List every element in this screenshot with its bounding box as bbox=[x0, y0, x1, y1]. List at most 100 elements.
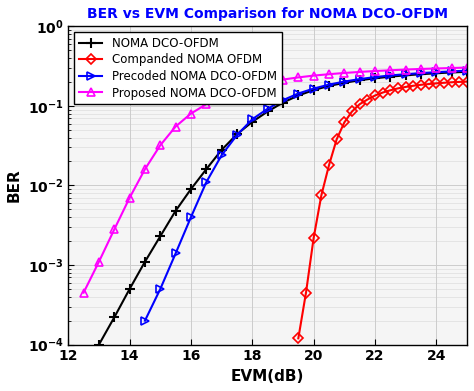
NOMA DCO-OFDM bbox=[388, 74, 393, 79]
Precoded NOMA DCO-OFDM bbox=[188, 215, 194, 219]
NOMA DCO-OFDM bbox=[234, 132, 240, 136]
Companded NOMA OFDM bbox=[372, 93, 378, 98]
Proposed NOMA DCO-OFDM bbox=[280, 77, 286, 82]
Companded NOMA OFDM bbox=[334, 137, 339, 142]
Proposed NOMA DCO-OFDM bbox=[341, 71, 347, 75]
Precoded NOMA DCO-OFDM bbox=[326, 82, 332, 87]
Y-axis label: BER: BER bbox=[7, 169, 22, 202]
NOMA DCO-OFDM bbox=[127, 287, 132, 291]
NOMA DCO-OFDM bbox=[449, 70, 455, 75]
Companded NOMA OFDM bbox=[341, 120, 347, 125]
Companded NOMA OFDM bbox=[357, 102, 363, 106]
Proposed NOMA DCO-OFDM bbox=[403, 67, 409, 72]
Precoded NOMA DCO-OFDM bbox=[157, 287, 163, 291]
Precoded NOMA DCO-OFDM bbox=[434, 70, 439, 75]
Precoded NOMA DCO-OFDM bbox=[418, 71, 424, 75]
Proposed NOMA DCO-OFDM bbox=[434, 66, 439, 71]
Precoded NOMA DCO-OFDM bbox=[142, 318, 148, 323]
Precoded NOMA DCO-OFDM bbox=[249, 117, 255, 122]
Precoded NOMA DCO-OFDM bbox=[295, 91, 301, 96]
NOMA DCO-OFDM bbox=[280, 100, 286, 105]
Companded NOMA OFDM bbox=[464, 79, 470, 84]
Proposed NOMA DCO-OFDM bbox=[127, 196, 132, 200]
Proposed NOMA DCO-OFDM bbox=[464, 65, 470, 70]
NOMA DCO-OFDM bbox=[265, 109, 271, 114]
NOMA DCO-OFDM bbox=[96, 342, 102, 347]
NOMA DCO-OFDM bbox=[249, 120, 255, 124]
Proposed NOMA DCO-OFDM bbox=[418, 66, 424, 71]
X-axis label: EVM(dB): EVM(dB) bbox=[231, 369, 304, 384]
NOMA DCO-OFDM bbox=[219, 147, 225, 152]
Companded NOMA OFDM bbox=[434, 81, 439, 86]
Companded NOMA OFDM bbox=[303, 290, 309, 295]
Proposed NOMA DCO-OFDM bbox=[357, 70, 363, 74]
Proposed NOMA DCO-OFDM bbox=[326, 72, 332, 77]
Precoded NOMA DCO-OFDM bbox=[357, 77, 363, 81]
Precoded NOMA DCO-OFDM bbox=[173, 251, 178, 256]
Companded NOMA OFDM bbox=[311, 235, 317, 240]
Proposed NOMA DCO-OFDM bbox=[142, 167, 148, 172]
NOMA DCO-OFDM bbox=[341, 81, 347, 85]
Companded NOMA OFDM bbox=[380, 90, 385, 95]
Companded NOMA OFDM bbox=[410, 83, 416, 88]
NOMA DCO-OFDM bbox=[203, 167, 209, 172]
Proposed NOMA DCO-OFDM bbox=[372, 69, 378, 74]
Proposed NOMA DCO-OFDM bbox=[249, 84, 255, 88]
Companded NOMA OFDM bbox=[456, 79, 462, 84]
Proposed NOMA DCO-OFDM bbox=[173, 124, 178, 129]
Companded NOMA OFDM bbox=[295, 336, 301, 341]
Companded NOMA OFDM bbox=[388, 88, 393, 93]
Precoded NOMA DCO-OFDM bbox=[341, 79, 347, 84]
Companded NOMA OFDM bbox=[418, 83, 424, 87]
Precoded NOMA DCO-OFDM bbox=[234, 133, 240, 137]
NOMA DCO-OFDM bbox=[464, 70, 470, 74]
Companded NOMA OFDM bbox=[349, 109, 355, 114]
Companded NOMA OFDM bbox=[319, 193, 324, 198]
NOMA DCO-OFDM bbox=[434, 71, 439, 75]
Proposed NOMA DCO-OFDM bbox=[157, 143, 163, 147]
Proposed NOMA DCO-OFDM bbox=[203, 102, 209, 106]
Line: Proposed NOMA DCO-OFDM: Proposed NOMA DCO-OFDM bbox=[80, 63, 471, 297]
Precoded NOMA DCO-OFDM bbox=[403, 72, 409, 77]
Proposed NOMA DCO-OFDM bbox=[111, 227, 117, 232]
Proposed NOMA DCO-OFDM bbox=[234, 88, 240, 93]
Precoded NOMA DCO-OFDM bbox=[464, 68, 470, 73]
Companded NOMA OFDM bbox=[441, 81, 447, 85]
Precoded NOMA DCO-OFDM bbox=[265, 106, 271, 111]
NOMA DCO-OFDM bbox=[157, 234, 163, 239]
NOMA DCO-OFDM bbox=[357, 78, 363, 83]
NOMA DCO-OFDM bbox=[403, 73, 409, 78]
NOMA DCO-OFDM bbox=[295, 93, 301, 98]
Proposed NOMA DCO-OFDM bbox=[188, 111, 194, 116]
Companded NOMA OFDM bbox=[449, 80, 455, 84]
Precoded NOMA DCO-OFDM bbox=[311, 86, 317, 91]
Companded NOMA OFDM bbox=[426, 82, 431, 86]
Companded NOMA OFDM bbox=[326, 163, 332, 167]
Proposed NOMA DCO-OFDM bbox=[295, 75, 301, 80]
Companded NOMA OFDM bbox=[365, 97, 370, 102]
NOMA DCO-OFDM bbox=[173, 208, 178, 213]
Line: Companded NOMA OFDM: Companded NOMA OFDM bbox=[295, 78, 471, 342]
Proposed NOMA DCO-OFDM bbox=[388, 68, 393, 73]
Proposed NOMA DCO-OFDM bbox=[311, 73, 317, 78]
Companded NOMA OFDM bbox=[403, 84, 409, 89]
Precoded NOMA DCO-OFDM bbox=[372, 75, 378, 79]
NOMA DCO-OFDM bbox=[188, 187, 194, 192]
NOMA DCO-OFDM bbox=[311, 88, 317, 92]
Proposed NOMA DCO-OFDM bbox=[219, 95, 225, 99]
Proposed NOMA DCO-OFDM bbox=[265, 80, 271, 85]
Proposed NOMA DCO-OFDM bbox=[96, 259, 102, 264]
Proposed NOMA DCO-OFDM bbox=[81, 290, 86, 295]
NOMA DCO-OFDM bbox=[142, 259, 148, 264]
NOMA DCO-OFDM bbox=[326, 84, 332, 88]
Companded NOMA OFDM bbox=[395, 86, 401, 91]
NOMA DCO-OFDM bbox=[111, 315, 117, 320]
Precoded NOMA DCO-OFDM bbox=[203, 180, 209, 185]
Precoded NOMA DCO-OFDM bbox=[388, 73, 393, 78]
Precoded NOMA DCO-OFDM bbox=[449, 69, 455, 74]
Title: BER vs EVM Comparison for NOMA DCO-OFDM: BER vs EVM Comparison for NOMA DCO-OFDM bbox=[87, 7, 448, 21]
Line: Precoded NOMA DCO-OFDM: Precoded NOMA DCO-OFDM bbox=[141, 66, 471, 325]
Proposed NOMA DCO-OFDM bbox=[449, 66, 455, 70]
Legend: NOMA DCO-OFDM, Companded NOMA OFDM, Precoded NOMA DCO-OFDM, Proposed NOMA DCO-OF: NOMA DCO-OFDM, Companded NOMA OFDM, Prec… bbox=[74, 32, 282, 104]
Precoded NOMA DCO-OFDM bbox=[280, 98, 286, 102]
